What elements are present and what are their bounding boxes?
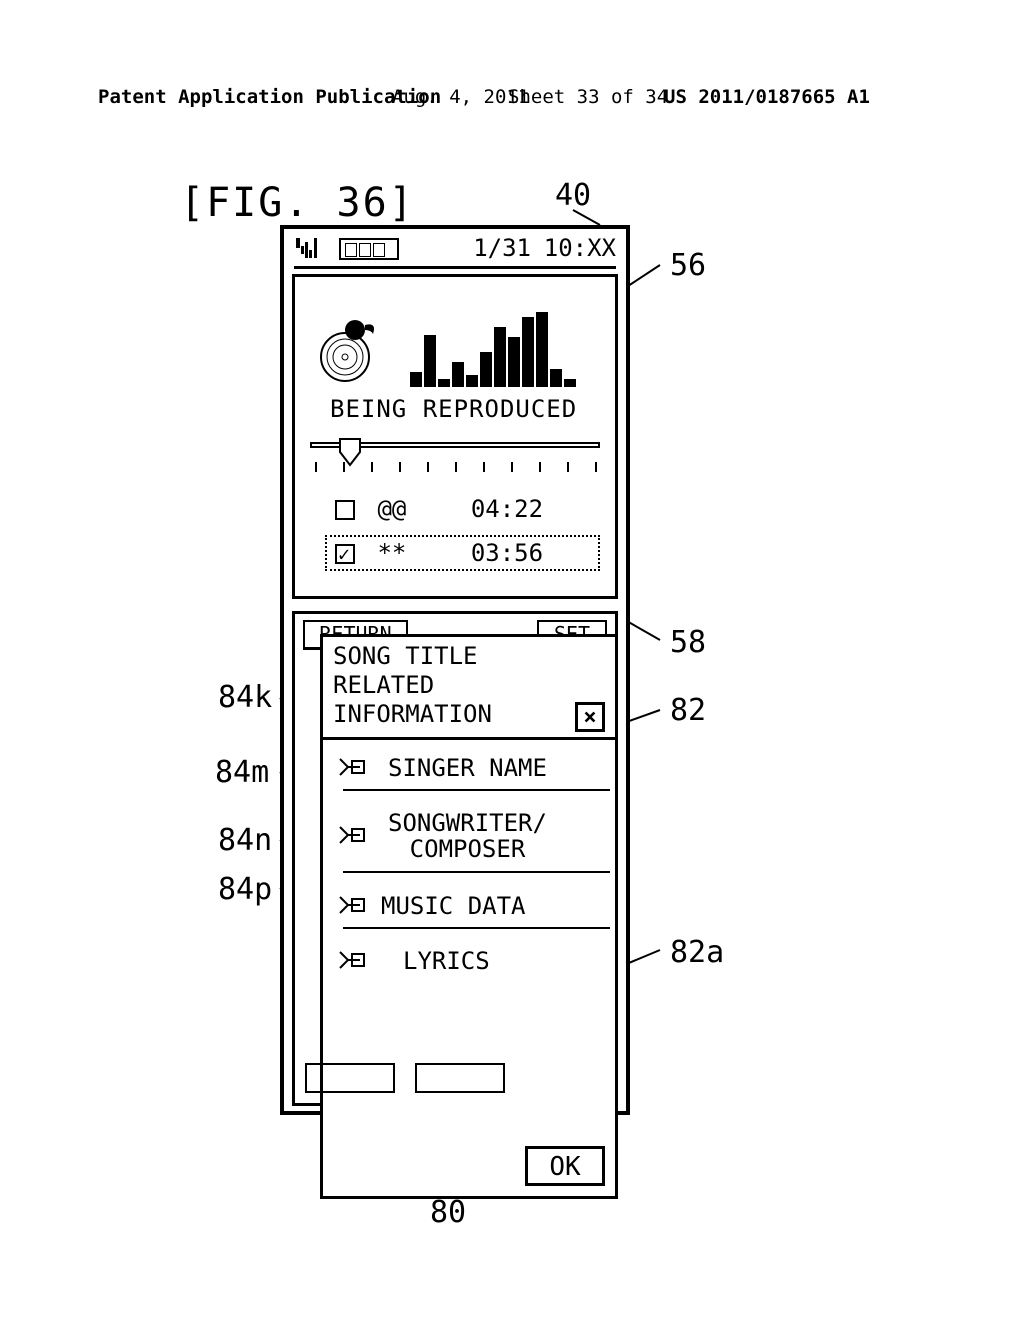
cursor-icon bbox=[338, 895, 366, 917]
ok-button[interactable]: OK bbox=[525, 1146, 605, 1186]
softkey-center[interactable] bbox=[415, 1063, 505, 1093]
close-icon: × bbox=[583, 705, 596, 730]
signal-icon bbox=[294, 234, 332, 262]
popup-item-singer[interactable]: SINGER NAME bbox=[343, 747, 610, 791]
equalizer-icon bbox=[410, 307, 580, 387]
item-lyrics-label: LYRICS bbox=[403, 947, 490, 975]
item-singer-label: SINGER NAME bbox=[388, 754, 547, 782]
status-time: 10:XX bbox=[544, 234, 616, 262]
track-2-duration: 03:56 bbox=[471, 539, 543, 567]
track-item-1[interactable]: @@ 04:22 bbox=[335, 495, 543, 523]
status-date: 1/31 bbox=[473, 234, 531, 262]
cursor-icon bbox=[338, 825, 366, 847]
popup-item-songwriter[interactable]: SONGWRITER/ COMPOSER bbox=[343, 802, 610, 873]
cursor-icon bbox=[338, 950, 366, 972]
playback-status: BEING REPRODUCED bbox=[330, 395, 577, 423]
close-button[interactable]: × bbox=[575, 702, 605, 732]
softkey-left[interactable] bbox=[305, 1063, 395, 1093]
player-area: BEING REPRODUCED @@ 04:22 ** bbox=[292, 274, 618, 599]
popup-item-lyrics[interactable]: LYRICS bbox=[343, 940, 610, 982]
divider bbox=[323, 737, 615, 740]
checkbox-empty-icon bbox=[335, 500, 355, 520]
record-icon bbox=[315, 312, 385, 382]
status-bar: 1/31 10:XX bbox=[294, 234, 616, 269]
battery-icon bbox=[339, 238, 399, 260]
lower-panel: RETURN SET SONG TITLE RELATED INFORMATIO… bbox=[292, 611, 618, 1106]
track-2-name: ** bbox=[377, 539, 406, 567]
track-item-2-selected[interactable]: ** 03:56 bbox=[325, 535, 600, 571]
track-1-duration: 04:22 bbox=[471, 495, 543, 523]
track-1-name: @@ bbox=[377, 495, 406, 523]
slider-ticks bbox=[315, 462, 595, 474]
softkey-bar bbox=[305, 1063, 605, 1098]
checkbox-checked-icon bbox=[335, 544, 355, 564]
device-frame: 1/31 10:XX BEING REPRODUCED bbox=[280, 225, 630, 1115]
item-songwriter-label: SONGWRITER/ COMPOSER bbox=[388, 810, 547, 863]
popup-item-musicdata[interactable]: MUSIC DATA bbox=[343, 885, 610, 929]
item-musicdata-label: MUSIC DATA bbox=[381, 892, 526, 920]
popup-title: SONG TITLE RELATED INFORMATION bbox=[333, 642, 492, 728]
related-info-popup: SONG TITLE RELATED INFORMATION × SINGER … bbox=[320, 634, 618, 1199]
cursor-icon bbox=[338, 757, 366, 779]
